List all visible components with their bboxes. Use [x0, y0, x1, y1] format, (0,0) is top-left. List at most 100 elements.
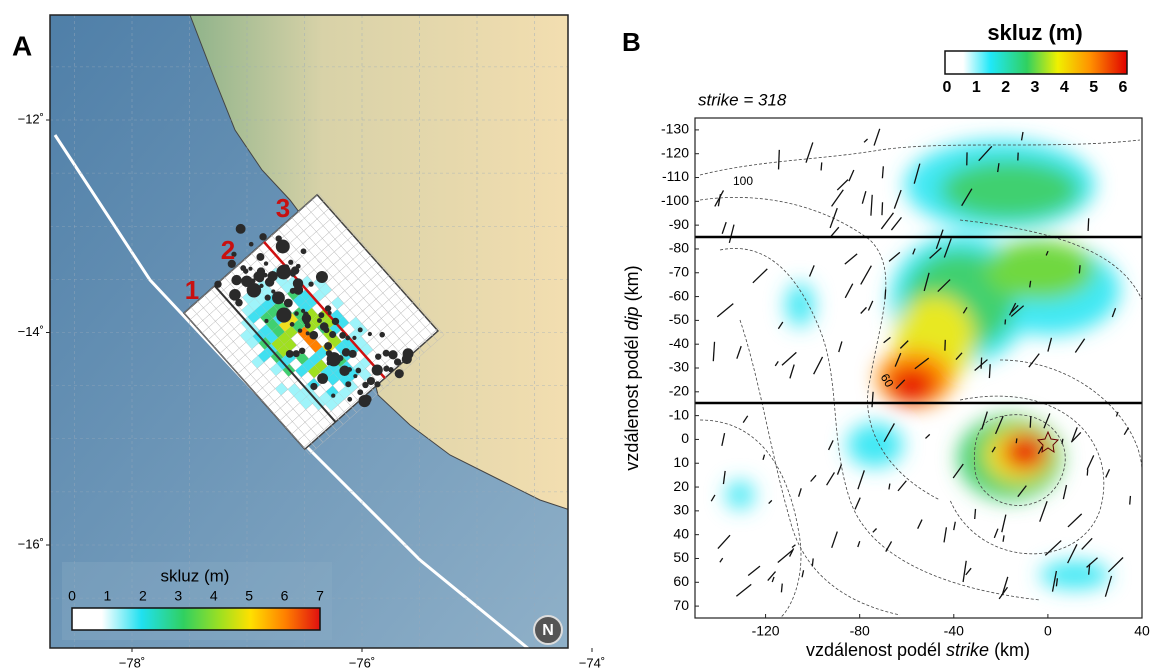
lat-tick-label: −16˚: [18, 536, 44, 551]
slip-vector: [975, 509, 976, 519]
aftershock: [395, 369, 404, 378]
y-tick-label: -10: [669, 406, 689, 422]
colorbar-tick-label: 4: [210, 588, 218, 604]
aftershock: [290, 288, 296, 294]
aftershock: [267, 271, 277, 281]
x-tick-label: -80: [850, 623, 870, 639]
aftershock: [388, 350, 397, 359]
aftershock: [299, 348, 305, 354]
aftershock: [248, 267, 252, 271]
y-axis-label: vzdálenost podél dip (km): [622, 265, 642, 470]
aftershock: [327, 361, 331, 365]
aftershock: [379, 332, 385, 338]
colorbar-title: skluz (m): [161, 566, 230, 585]
aftershock: [320, 322, 329, 331]
y-tick-label: -90: [669, 216, 689, 232]
aftershock: [331, 393, 335, 397]
aftershock: [286, 350, 294, 358]
y-tick-label: -30: [669, 359, 689, 375]
aftershock: [317, 373, 328, 384]
aftershock: [298, 328, 302, 332]
slip-vector: [1030, 416, 1031, 428]
aftershock: [388, 367, 393, 372]
aftershock: [293, 350, 300, 357]
slip-vector: [1079, 265, 1080, 273]
aftershock: [349, 350, 357, 358]
panel-label: A: [12, 30, 32, 61]
x-tick-label: 0: [1044, 623, 1052, 639]
aftershock: [279, 295, 283, 299]
aftershock: [276, 307, 291, 322]
y-tick-label: -40: [669, 335, 689, 351]
x-tick-label: -40: [944, 623, 964, 639]
aftershock: [324, 342, 332, 350]
aftershock: [268, 282, 272, 286]
aftershock: [355, 368, 361, 374]
aftershock: [318, 312, 324, 318]
segment-label: 3: [276, 193, 290, 223]
colorbar-tick-label: 5: [1089, 79, 1098, 96]
slip-vector: [882, 166, 883, 178]
aftershock: [214, 281, 221, 288]
colorbar-tick-label: 3: [1031, 79, 1040, 96]
aftershock: [231, 275, 241, 285]
slip-vector: [779, 150, 780, 170]
aftershock: [394, 358, 401, 365]
aftershock: [283, 264, 290, 271]
slip-vector: [1088, 218, 1089, 231]
colorbar-tick-label: 4: [1060, 79, 1069, 96]
slip-vector: [781, 584, 782, 593]
colorbar: [72, 608, 320, 630]
y-tick-label: 40: [673, 525, 689, 541]
aftershock: [308, 281, 313, 286]
aftershock: [305, 323, 311, 329]
colorbar-tick-label: 1: [104, 588, 112, 604]
aftershock: [284, 299, 293, 308]
aftershock: [345, 381, 351, 387]
y-label-part: dip: [622, 306, 642, 330]
y-tick-label: 60: [673, 573, 689, 589]
y-tick-label: 10: [673, 454, 689, 470]
y-tick-label: -120: [661, 144, 689, 160]
aftershock: [325, 305, 331, 311]
aftershock: [309, 331, 318, 340]
lon-tick-label: −78˚: [119, 655, 145, 668]
aftershock: [347, 397, 352, 402]
aftershock: [329, 331, 336, 338]
aftershock: [352, 336, 356, 340]
x-label-part: strike: [946, 640, 989, 660]
aftershock: [375, 353, 381, 359]
panel-label: B: [622, 27, 641, 57]
aftershock: [302, 314, 311, 323]
y-label-part: vzdálenost podél: [622, 330, 642, 470]
segment-label: 2: [221, 235, 235, 265]
y-tick-label: -110: [662, 168, 689, 184]
x-label-part: (km): [989, 640, 1030, 660]
y-tick-label: -80: [669, 240, 689, 256]
y-tick-label: -100: [661, 192, 689, 208]
x-tick-label: -120: [752, 623, 780, 639]
y-tick-label: 70: [673, 597, 689, 613]
slip-vector: [821, 162, 822, 170]
aftershock: [374, 381, 380, 387]
slip-vector: [1062, 439, 1063, 444]
colorbar-tick-label: 5: [245, 588, 253, 604]
y-tick-label: -130: [661, 121, 689, 137]
map: [50, 15, 592, 651]
slip-vector: [882, 202, 883, 215]
y-tick-label: 50: [673, 549, 689, 565]
slip-vector: [812, 558, 813, 566]
colorbar-title: skluz (m): [987, 20, 1082, 45]
aftershock: [326, 350, 332, 356]
aftershock: [276, 240, 290, 254]
colorbar-tick-label: 3: [174, 588, 182, 604]
aftershock: [251, 279, 256, 284]
y-tick-label: -60: [669, 287, 689, 303]
y-label-part: (km): [622, 265, 642, 306]
aftershock: [332, 318, 339, 325]
aftershock: [236, 224, 246, 234]
colorbar-tick-label: 7: [316, 588, 324, 604]
y-tick-label: -20: [669, 383, 689, 399]
aftershock: [229, 289, 241, 301]
